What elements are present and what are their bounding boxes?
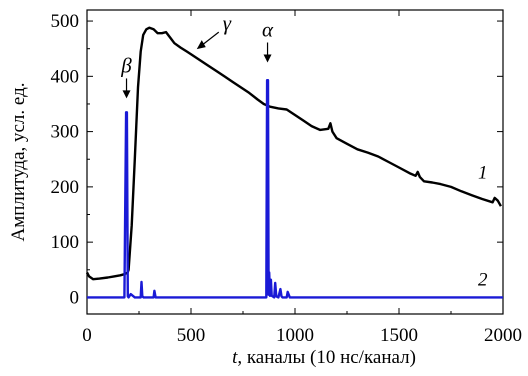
- curve-label-2: 2: [478, 269, 488, 290]
- x-tick-label: 500: [177, 325, 206, 346]
- series-group: [85, 26, 503, 299]
- x-tick-label: 1000: [276, 325, 314, 346]
- plot-frame: [86, 9, 504, 315]
- y-tick-label: 100: [51, 232, 80, 253]
- annotation-arrow-head: [122, 90, 131, 99]
- y-tick-label: 500: [51, 11, 80, 32]
- tick-labels: 0 500 1000 1500 2000 0 100 200 300 400 500: [51, 11, 523, 346]
- annotations: β α γ: [120, 11, 274, 99]
- x-tick-label: 1500: [380, 325, 418, 346]
- axis-ticks: [86, 10, 504, 314]
- annotation-arrow-head: [263, 54, 272, 63]
- x-tick-label: 0: [82, 325, 92, 346]
- y-tick-label: 200: [51, 177, 80, 198]
- series-line-2: [87, 79, 503, 299]
- annotation-label: α: [262, 18, 274, 42]
- y-tick-label: 0: [70, 287, 80, 308]
- annotation-label: γ: [223, 11, 232, 35]
- annotation-label: β: [120, 53, 132, 77]
- x-tick-label: 2000: [484, 325, 522, 346]
- y-tick-label: 300: [51, 122, 80, 143]
- x-axis-title: t, каналы (10 нс/канал): [232, 347, 416, 368]
- annotation-arrow-head: [196, 40, 206, 50]
- y-tick-label: 400: [51, 66, 80, 87]
- y-axis-title: Амплитуда, усл. ед.: [8, 82, 29, 241]
- curve-label-1: 1: [478, 163, 488, 184]
- curve-labels: 12: [478, 163, 488, 291]
- series-line-1: [85, 26, 502, 281]
